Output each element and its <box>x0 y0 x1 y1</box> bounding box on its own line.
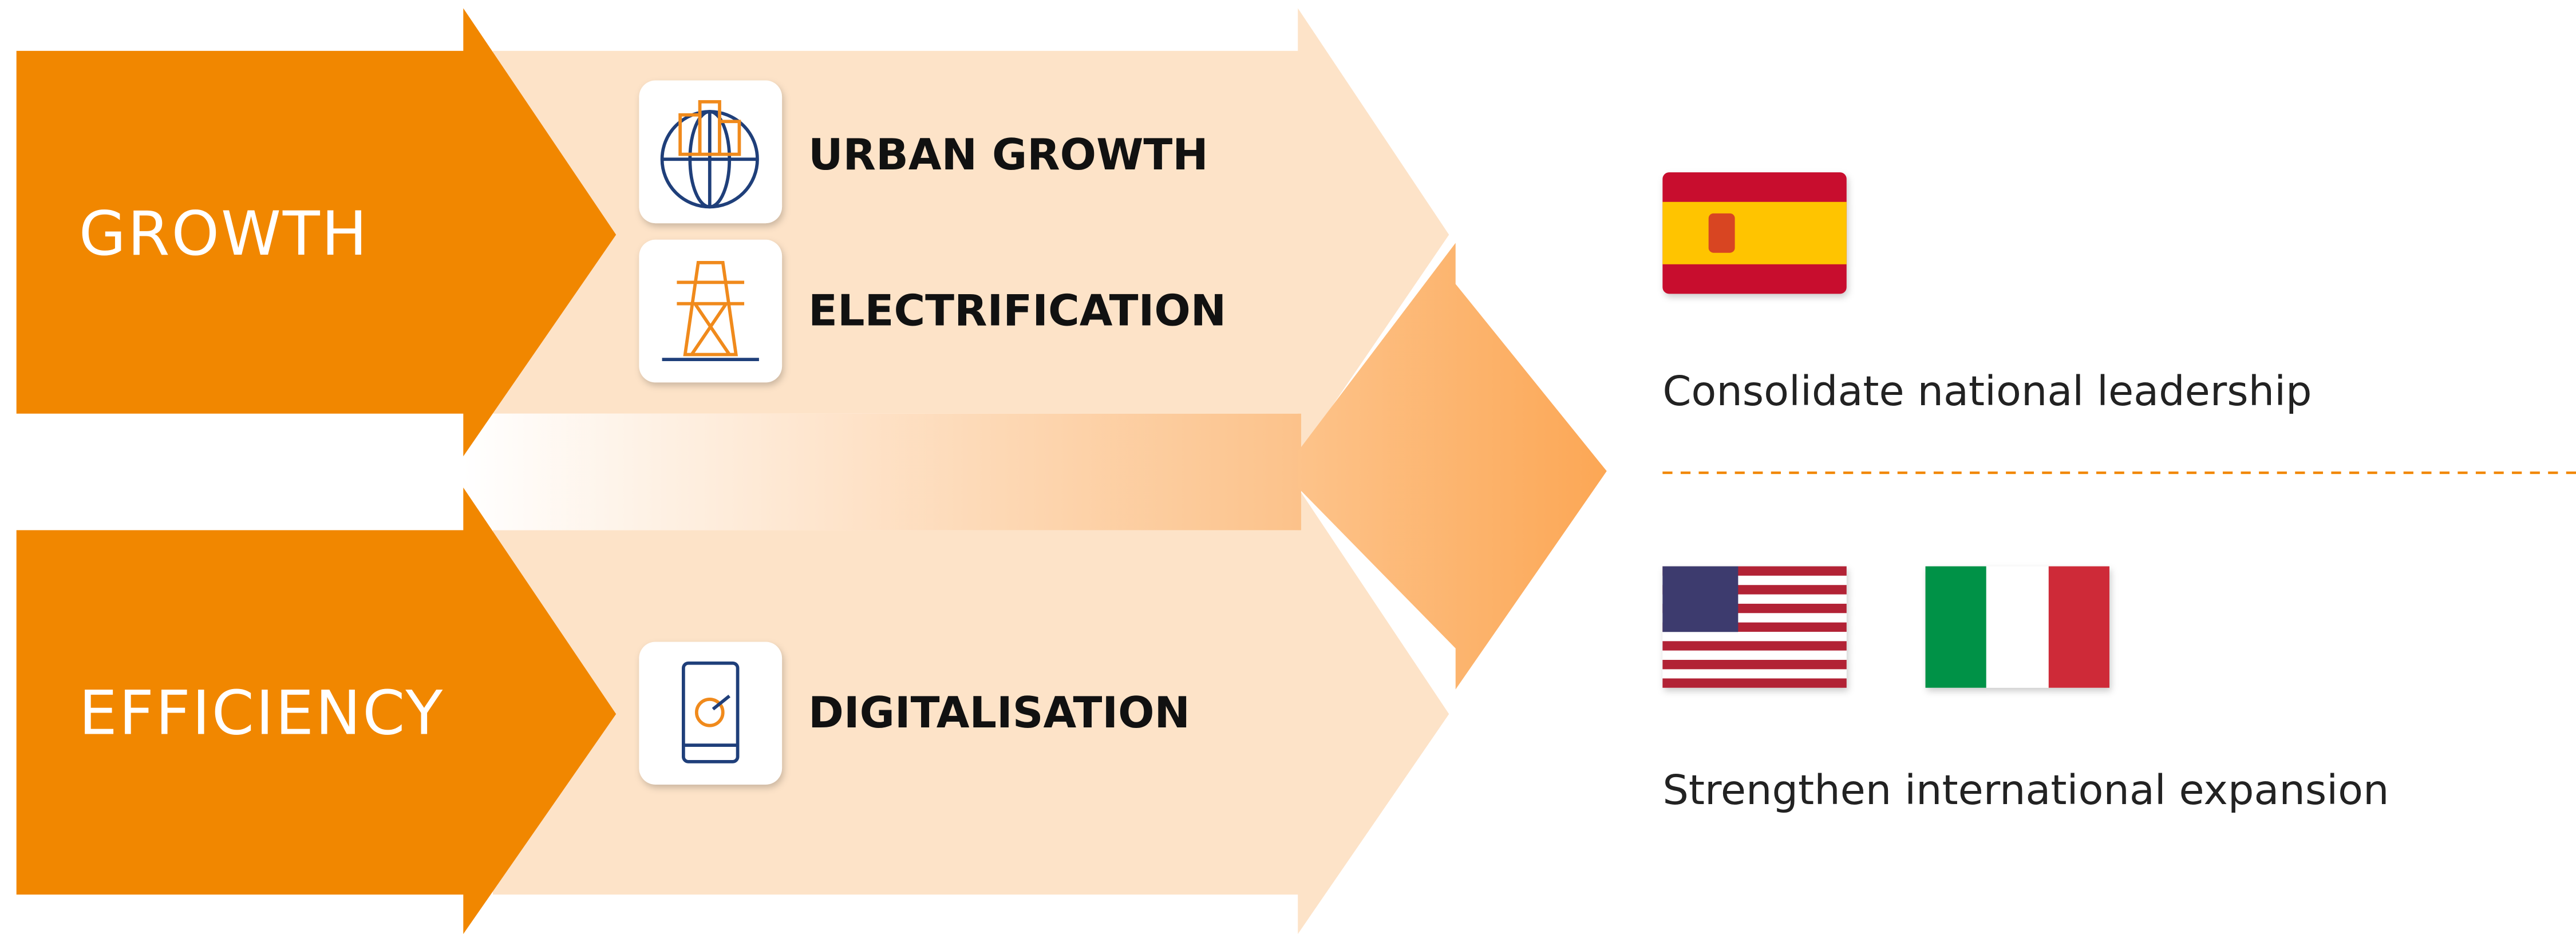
efficiency-arrow <box>16 487 617 934</box>
merge-band <box>463 413 1301 531</box>
italy-flag <box>1925 566 2109 688</box>
growth-arrow <box>16 8 617 457</box>
efficiency-light-arrow <box>492 487 1449 934</box>
spain-flag <box>1662 172 1847 294</box>
usa-flag <box>1662 566 1847 688</box>
goal-text: Consolidate national leadership <box>1662 367 2312 415</box>
urban-icon <box>639 80 783 224</box>
driver-label: URBAN GROWTH <box>808 130 1208 180</box>
goal-text: Strengthen international expansion <box>1662 766 2389 814</box>
merge-arrow <box>1298 243 1607 690</box>
growth-light-arrow <box>492 8 1449 457</box>
electrification-icon <box>639 239 783 383</box>
digital-icon <box>639 642 783 785</box>
driver-label: DIGITALISATION <box>808 688 1190 738</box>
driver-label: ELECTRIFICATION <box>808 286 1226 335</box>
pillar-label: EFFICIENCY <box>79 678 444 749</box>
pillar-label: GROWTH <box>79 199 369 270</box>
